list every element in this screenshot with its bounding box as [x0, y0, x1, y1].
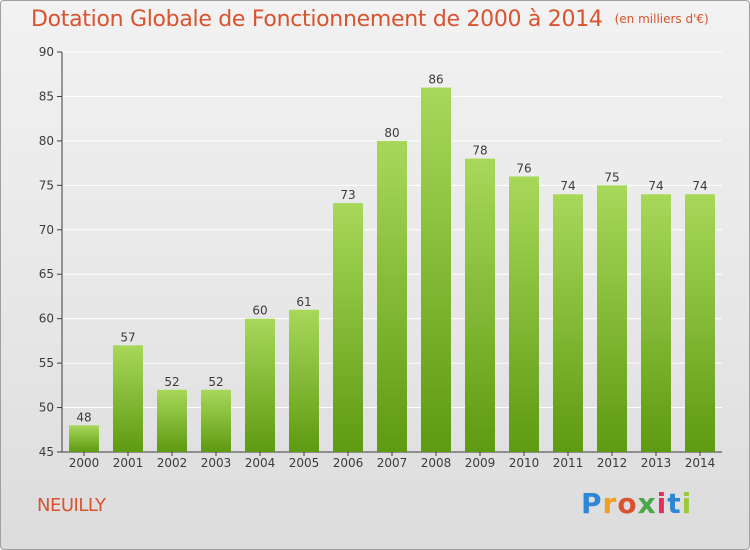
- data-label: 80: [384, 126, 399, 140]
- logo-letter: i: [681, 487, 693, 520]
- x-tick-label: 2006: [333, 456, 364, 470]
- x-tick-label: 2014: [685, 456, 716, 470]
- x-tick-label: 2012: [597, 456, 628, 470]
- data-label: 78: [472, 144, 487, 158]
- bar: [377, 140, 407, 452]
- logo-letter: x: [637, 487, 657, 520]
- bar: [333, 203, 363, 452]
- y-tick-label: 45: [39, 445, 54, 459]
- x-tick-label: 2004: [245, 456, 276, 470]
- data-label: 52: [208, 375, 223, 389]
- logo-letter: o: [617, 487, 638, 520]
- x-tick-label: 2002: [157, 456, 188, 470]
- y-tick-label: 55: [39, 356, 54, 370]
- y-tick-label: 85: [39, 89, 54, 103]
- x-tick-label: 2003: [201, 456, 232, 470]
- data-label: 75: [604, 170, 619, 184]
- commune-name: NEUILLY: [37, 495, 106, 516]
- y-tick-label: 70: [39, 223, 54, 237]
- bar: [69, 425, 99, 452]
- chart-title: Dotation Globale de Fonctionnement de 20…: [31, 7, 603, 32]
- data-label: 86: [428, 73, 443, 87]
- logo-letter: i: [656, 487, 668, 520]
- data-label: 52: [164, 375, 179, 389]
- bar: [289, 309, 319, 452]
- logo-letter: t: [667, 487, 682, 520]
- data-label: 57: [120, 330, 135, 344]
- bar: [157, 389, 187, 452]
- bar: [685, 194, 715, 452]
- x-tick-label: 2010: [509, 456, 540, 470]
- data-label: 74: [648, 179, 663, 193]
- bar: [597, 185, 627, 453]
- chart-title-block: Dotation Globale de Fonctionnement de 20…: [31, 7, 709, 32]
- y-tick-label: 65: [39, 267, 54, 281]
- bar: [509, 176, 539, 452]
- data-label: 74: [560, 179, 575, 193]
- x-tick-label: 2011: [553, 456, 584, 470]
- x-tick-label: 2008: [421, 456, 452, 470]
- data-label: 61: [296, 295, 311, 309]
- y-tick-label: 90: [39, 45, 54, 59]
- x-tick-label: 2001: [113, 456, 144, 470]
- y-tick-label: 75: [39, 178, 54, 192]
- x-tick-label: 2000: [69, 456, 100, 470]
- y-tick-label: 60: [39, 312, 54, 326]
- bar: [245, 318, 275, 452]
- y-tick-label: 50: [39, 401, 54, 415]
- y-tick-label: 80: [39, 134, 54, 148]
- bar: [553, 194, 583, 452]
- data-label: 60: [252, 304, 267, 318]
- x-tick-label: 2007: [377, 456, 408, 470]
- data-label: 76: [516, 161, 531, 175]
- logo-letter: P: [581, 487, 603, 520]
- x-tick-label: 2009: [465, 456, 496, 470]
- bar: [113, 345, 143, 452]
- logo-letter: r: [602, 487, 618, 520]
- chart-subtitle: (en milliers d'€): [614, 12, 709, 26]
- data-label: 73: [340, 188, 355, 202]
- data-label: 48: [76, 410, 91, 424]
- x-tick-label: 2013: [641, 456, 672, 470]
- x-tick-label: 2005: [289, 456, 320, 470]
- bar: [201, 389, 231, 452]
- proxiti-logo[interactable]: Proxiti: [581, 487, 692, 520]
- bar: [465, 158, 495, 452]
- bars: [69, 87, 715, 453]
- bar: [641, 194, 671, 452]
- data-label: 74: [692, 179, 707, 193]
- bar: [421, 87, 451, 453]
- labels: 45 50 55 60 65 70 75 80 85 90 2000 48 2001 57 2002 52 20…: [39, 45, 716, 470]
